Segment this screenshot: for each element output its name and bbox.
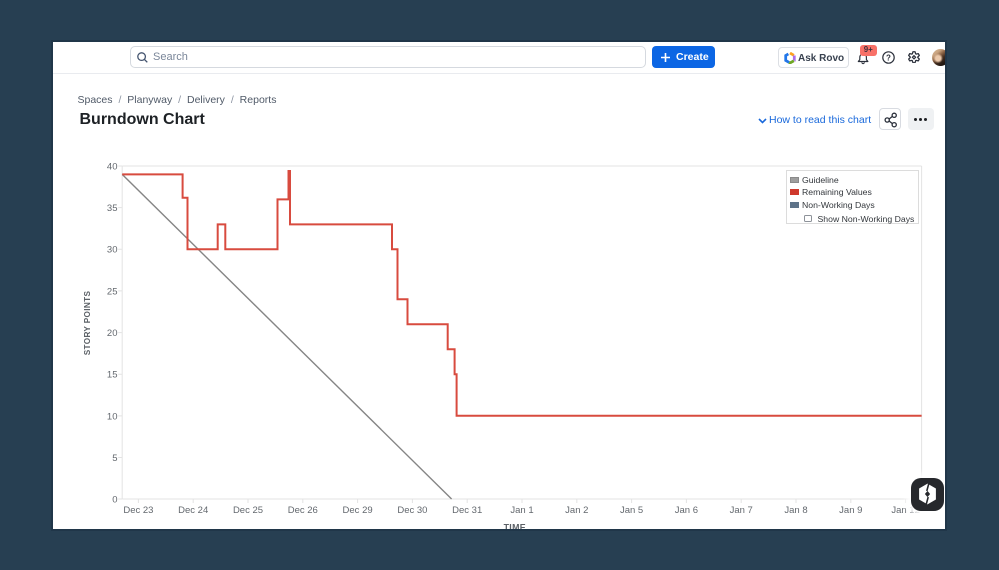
svg-text:Jan 2: Jan 2 — [565, 505, 588, 516]
svg-text:STORY POINTS: STORY POINTS — [83, 291, 92, 356]
svg-text:5: 5 — [112, 453, 117, 464]
svg-text:Jan 12: Jan 12 — [891, 505, 920, 516]
svg-text:30: 30 — [107, 245, 118, 256]
svg-text:Jan 8: Jan 8 — [784, 505, 807, 516]
svg-text:Dec 26: Dec 26 — [288, 505, 318, 516]
svg-text:Dec 31: Dec 31 — [452, 505, 482, 516]
svg-text:Dec 23: Dec 23 — [123, 505, 153, 516]
svg-text:0: 0 — [112, 494, 117, 505]
svg-text:Dec 24: Dec 24 — [178, 505, 208, 516]
svg-text:25: 25 — [107, 286, 118, 297]
svg-text:40: 40 — [107, 161, 118, 172]
svg-text:Dec 30: Dec 30 — [397, 505, 427, 516]
svg-text:TIME: TIME — [504, 523, 526, 530]
svg-text:20: 20 — [107, 328, 118, 339]
svg-text:Jan 7: Jan 7 — [730, 505, 753, 516]
svg-text:10: 10 — [107, 411, 118, 422]
svg-text:Jan 6: Jan 6 — [675, 505, 698, 516]
svg-text:35: 35 — [107, 203, 118, 214]
svg-text:Dec 25: Dec 25 — [233, 505, 263, 516]
svg-text:Jan 1: Jan 1 — [510, 505, 533, 516]
svg-text:15: 15 — [107, 370, 118, 381]
svg-text:Jan 9: Jan 9 — [839, 505, 862, 516]
svg-text:?: ? — [886, 54, 891, 63]
svg-text:Jan 5: Jan 5 — [620, 505, 643, 516]
svg-text:Dec 29: Dec 29 — [343, 505, 373, 516]
